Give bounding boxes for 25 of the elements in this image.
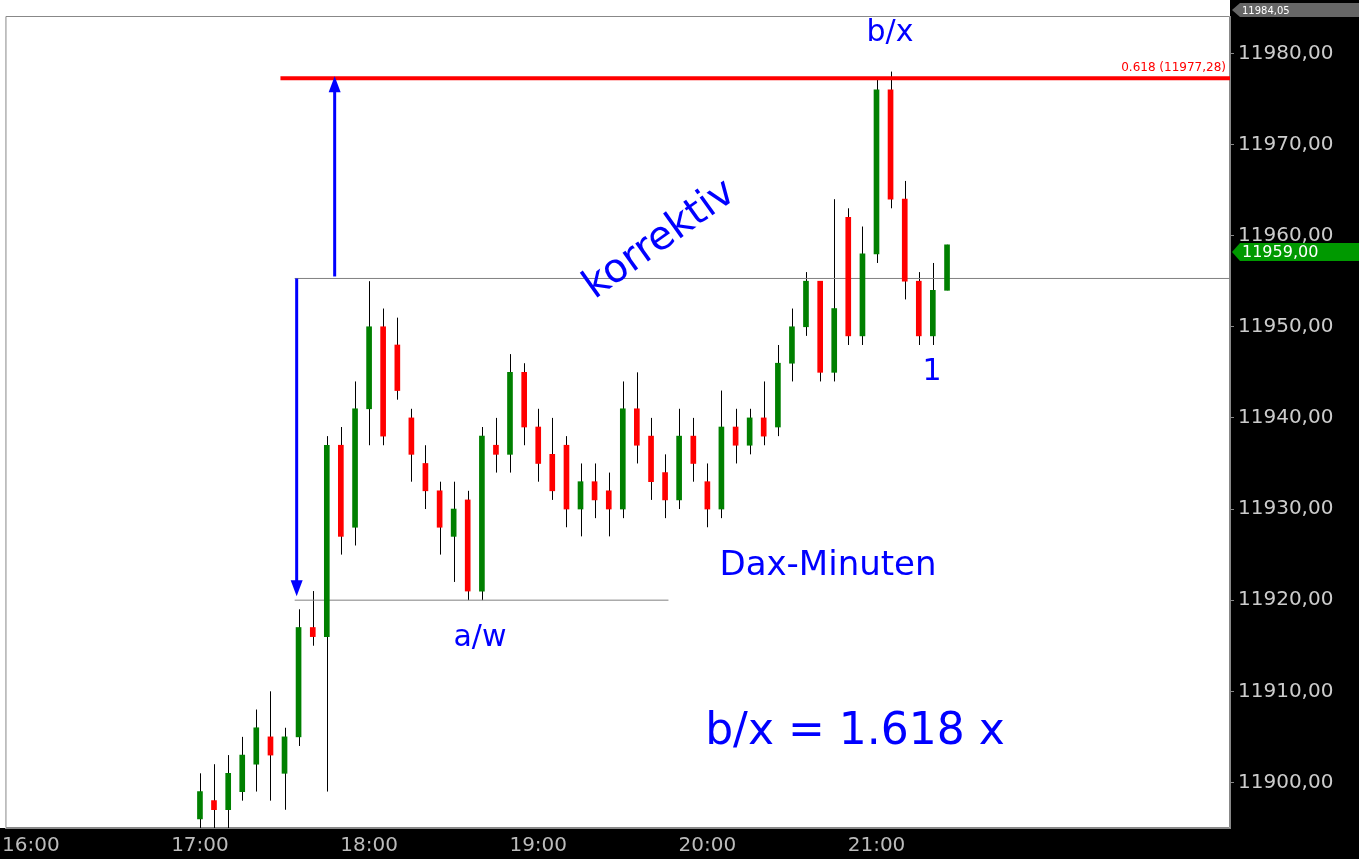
x-tick-label: 16:00: [2, 832, 60, 857]
candlestick: [493, 417, 499, 474]
x-tick-label: 18:00: [340, 832, 398, 857]
candlestick: [760, 380, 767, 446]
text: 11984,05: [1242, 4, 1290, 16]
annotation: Dax-Minuten: [719, 542, 937, 583]
x-tick-label: 21:00: [847, 832, 906, 857]
y-tick-label: 11980,00: [1238, 39, 1334, 64]
annotation: a/w: [453, 617, 507, 653]
x-tick-label: 20:00: [678, 832, 737, 857]
x-tick-label: 19:00: [509, 832, 568, 857]
candlestick: [605, 472, 612, 537]
y-tick-label: 11930,00: [1238, 495, 1334, 520]
annotation: 1: [922, 351, 942, 387]
annotation: b/x = 1.618 x: [705, 703, 1005, 755]
y-tick-label: 11950,00: [1238, 312, 1334, 337]
y-tick-label: 11970,00: [1238, 130, 1334, 155]
y-tick-label: 11940,00: [1238, 404, 1334, 429]
ref-line-label: 0.618 (11977,28): [1121, 60, 1226, 75]
candlestick: [309, 590, 316, 647]
y-tick-label: 11920,00: [1238, 586, 1334, 611]
y-tick-label: 11900,00: [1238, 768, 1334, 793]
x-tick-label: 17:00: [171, 832, 229, 857]
annotation: b/x: [866, 12, 914, 48]
y-tick-label: 11910,00: [1238, 677, 1334, 702]
